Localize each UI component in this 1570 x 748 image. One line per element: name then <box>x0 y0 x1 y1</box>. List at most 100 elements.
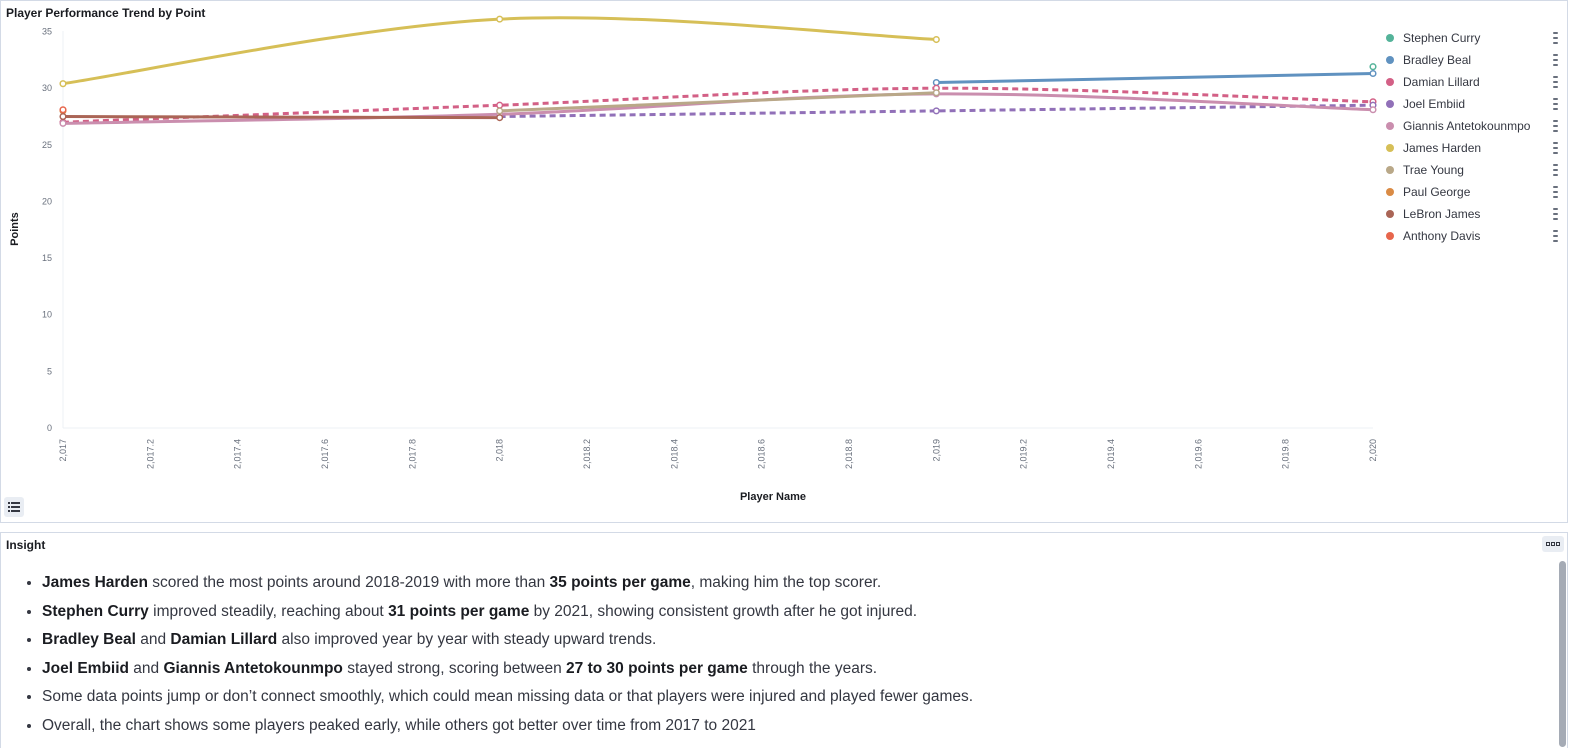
x-tick-label: 2,018.8 <box>844 439 854 469</box>
x-tick-label: 2,019.8 <box>1281 439 1291 469</box>
legend-item-stephen-curry[interactable]: Stephen Curry <box>1385 29 1569 51</box>
insight-highlight: Damian Lillard <box>170 631 278 649</box>
y-axis-title: Points <box>9 212 21 246</box>
data-point-bradley-beal[interactable] <box>1369 69 1377 78</box>
insight-title: Insight <box>6 538 46 552</box>
y-tick-label: 0 <box>47 423 52 433</box>
x-tick-label: 2,020 <box>1368 439 1378 462</box>
legend-menu-icon[interactable] <box>1553 54 1559 66</box>
data-point-james-harden[interactable] <box>59 80 67 88</box>
legend-label: Paul George <box>1403 185 1471 199</box>
legend-label: Bradley Beal <box>1403 53 1472 67</box>
insight-text: stayed strong, scoring between <box>342 659 567 677</box>
x-axis-title: Player Name <box>740 491 806 503</box>
insight-text: Overall, the chart shows some players pe… <box>42 716 756 734</box>
data-point-bradley-beal[interactable] <box>932 79 940 87</box>
data-point-lebron-james[interactable] <box>496 114 504 122</box>
insight-highlight: Giannis Antetokounmpo <box>163 659 343 677</box>
insight-panel: Insight James Harden scored the most poi… <box>0 532 1568 748</box>
insight-item: Bradley Beal and Damian Lillard also imp… <box>42 626 973 655</box>
data-point-james-harden[interactable] <box>932 35 940 44</box>
legend-menu-icon[interactable] <box>1553 186 1559 198</box>
insight-item: Overall, the chart shows some players pe… <box>42 712 973 741</box>
legend-menu-icon[interactable] <box>1553 98 1559 110</box>
data-point-anthony-davis[interactable] <box>59 106 67 114</box>
legend-item-anthony-davis[interactable]: Anthony Davis <box>1385 227 1569 249</box>
data-point-joel-embiid[interactable] <box>932 107 940 115</box>
legend-color-dot <box>1386 122 1394 130</box>
legend-color-dot <box>1386 100 1394 108</box>
data-point-trae-young[interactable] <box>496 107 504 115</box>
y-tick-label: 10 <box>42 310 52 320</box>
legend-menu-icon[interactable] <box>1553 120 1559 132</box>
y-tick-label: 30 <box>42 83 52 93</box>
legend-item-giannis-antetokounmpo[interactable]: Giannis Antetokounmpo <box>1385 117 1569 139</box>
legend-item-bradley-beal[interactable]: Bradley Beal <box>1385 51 1569 73</box>
series-line-trae-young[interactable] <box>499 91 937 113</box>
insight-item: Some data points jump or don’t connect s… <box>42 683 973 712</box>
data-point-damian-lillard[interactable] <box>496 101 504 109</box>
insight-text: Some data points jump or don’t connect s… <box>42 688 974 706</box>
insight-list: James Harden scored the most points arou… <box>23 569 973 741</box>
data-point-james-harden[interactable] <box>496 15 504 23</box>
legend-menu-icon[interactable] <box>1553 32 1559 44</box>
legend-color-dot <box>1386 232 1394 240</box>
insight-highlight: 35 points per game <box>549 574 691 591</box>
series-line-james-harden[interactable] <box>62 16 937 86</box>
legend-item-trae-young[interactable]: Trae Young <box>1385 161 1569 183</box>
insight-item: Stephen Curry improved steadily, reachin… <box>42 598 973 627</box>
insight-highlight: James Harden <box>42 574 148 591</box>
legend-label: Joel Embiid <box>1403 97 1466 111</box>
insight-text: and <box>135 631 171 649</box>
legend-item-james-harden[interactable]: James Harden <box>1385 139 1569 161</box>
insight-highlight: Stephen Curry <box>42 602 149 620</box>
data-point-giannis-antetokounmpo[interactable] <box>59 119 67 127</box>
legend-menu-icon[interactable] <box>1553 208 1559 220</box>
y-tick-label: 5 <box>47 366 52 376</box>
scrollbar[interactable] <box>1559 561 1566 747</box>
legend-toggle-button[interactable] <box>4 497 24 517</box>
legend-menu-icon[interactable] <box>1553 76 1559 88</box>
data-point-stephen-curry[interactable] <box>1369 63 1377 71</box>
x-tick-label: 2,017.6 <box>320 439 330 469</box>
legend-color-dot <box>1386 78 1394 86</box>
menu-dot-icon <box>1556 542 1560 546</box>
x-tick-label: 2,017 <box>58 439 68 462</box>
series-line-giannis-antetokounmpo[interactable] <box>62 92 1374 125</box>
insight-text: improved steadily, reaching about <box>148 602 389 620</box>
series-line-lebron-james[interactable] <box>62 115 500 120</box>
legend-label: Trae Young <box>1403 163 1464 177</box>
x-tick-label: 2,017.8 <box>407 439 417 469</box>
panel-options-button[interactable] <box>1542 536 1564 552</box>
x-tick-label: 2,019 <box>931 439 941 462</box>
series-line-damian-lillard[interactable] <box>62 86 1374 124</box>
x-tick-label: 2,019.4 <box>1106 439 1116 469</box>
insight-text: by 2021, showing consistent growth after… <box>529 602 918 620</box>
chart-title: Player Performance Trend by Point <box>6 6 206 20</box>
insight-item: James Harden scored the most points arou… <box>42 569 973 598</box>
data-point-lebron-james[interactable] <box>59 112 67 121</box>
y-tick-label: 20 <box>42 196 52 206</box>
legend-menu-icon[interactable] <box>1553 164 1559 176</box>
y-tick-label: 25 <box>42 140 52 150</box>
insight-highlight: 27 to 30 points per game <box>566 659 748 677</box>
list-icon <box>8 502 20 512</box>
x-tick-label: 2,019.6 <box>1193 439 1203 469</box>
series-line-bradley-beal[interactable] <box>936 71 1374 85</box>
legend-label: Giannis Antetokounmpo <box>1403 119 1531 133</box>
data-point-giannis-antetokounmpo[interactable] <box>1369 106 1377 114</box>
line-chart: 0 5 10 15 20 25 30 35 2,017 2,017.2 2,017.4 2,017.6… <box>9 15 1378 503</box>
legend-label: LeBron James <box>1403 207 1481 221</box>
legend-item-paul-george[interactable]: Paul George <box>1385 183 1569 205</box>
data-point-trae-young[interactable] <box>932 89 940 97</box>
legend-menu-icon[interactable] <box>1553 230 1559 242</box>
legend-menu-icon[interactable] <box>1553 142 1559 154</box>
legend-item-damian-lillard[interactable]: Damian Lillard <box>1385 73 1569 95</box>
legend-label: Anthony Davis <box>1403 229 1481 243</box>
legend-item-joel-embiid[interactable]: Joel Embiid <box>1385 95 1569 117</box>
x-tick-label: 2,018 <box>495 439 505 462</box>
legend-item-lebron-james[interactable]: LeBron James <box>1385 205 1569 227</box>
chart-panel: Player Performance Trend by Point 0 5 10 15… <box>0 0 1568 523</box>
insight-text: also improved year by year with steady u… <box>277 631 657 649</box>
insight-highlight: Bradley Beal <box>42 631 136 649</box>
